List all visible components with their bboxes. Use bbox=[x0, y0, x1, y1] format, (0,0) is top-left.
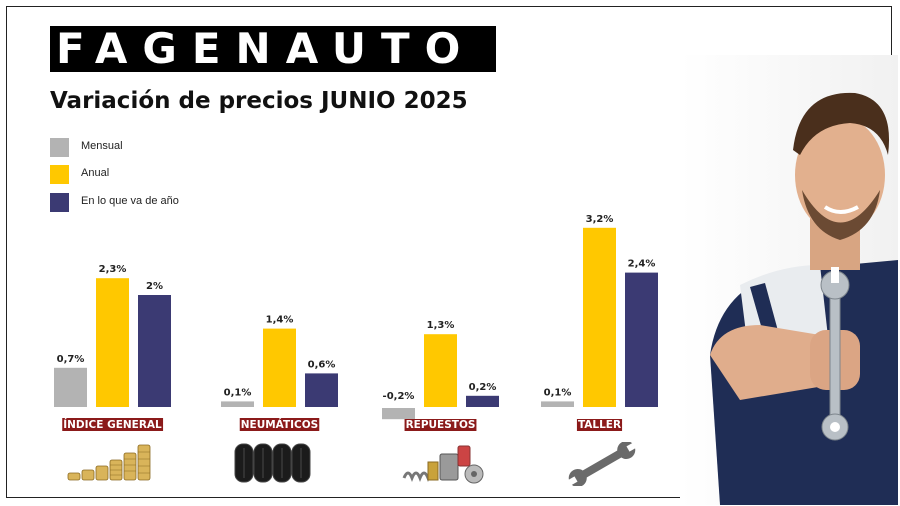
bar-neumaticos-mensual bbox=[221, 401, 254, 407]
value-label-neumaticos-anual: 1,4% bbox=[266, 315, 294, 326]
legend-swatch-mensual bbox=[50, 138, 69, 157]
mechanic-photo bbox=[680, 55, 898, 505]
brand-logo: FAGENAUTO bbox=[50, 26, 496, 72]
bar-repuestos-anual bbox=[424, 334, 457, 407]
bar-taller-mensual bbox=[541, 401, 574, 407]
value-label-repuestos-ytd: 0,2% bbox=[469, 382, 497, 393]
bar-repuestos-mensual bbox=[382, 408, 415, 420]
bar-taller-anual bbox=[583, 227, 616, 407]
value-label-taller-mensual: 0,1% bbox=[544, 387, 572, 398]
bar-indice-general-anual bbox=[96, 278, 129, 407]
legend-label-anual: Anual bbox=[81, 167, 110, 179]
bar-taller-ytd bbox=[625, 272, 658, 407]
category-label-bg-indice-general bbox=[62, 418, 164, 431]
value-label-indice-general-ytd: 2% bbox=[146, 281, 163, 292]
wrench-icon bbox=[565, 442, 639, 486]
value-label-neumaticos-ytd: 0,6% bbox=[308, 359, 336, 370]
coin-stacks-icon bbox=[67, 444, 151, 481]
legend-swatch-anual bbox=[50, 165, 69, 184]
legend-swatch-ytd bbox=[50, 193, 69, 212]
value-label-taller-anual: 3,2% bbox=[586, 214, 614, 225]
legend-label-mensual: Mensual bbox=[81, 140, 123, 152]
value-label-indice-general-anual: 2,3% bbox=[99, 264, 127, 275]
value-label-taller-ytd: 2,4% bbox=[628, 259, 656, 270]
auto-parts-icon bbox=[402, 445, 484, 484]
legend-label-ytd: En lo que va de año bbox=[81, 195, 179, 207]
bar-neumaticos-ytd bbox=[305, 373, 338, 407]
value-label-repuestos-anual: 1,3% bbox=[427, 320, 455, 331]
bar-neumaticos-anual bbox=[263, 328, 296, 407]
value-label-indice-general-mensual: 0,7% bbox=[57, 354, 85, 365]
category-label-neumaticos: NEUMÁTICOS bbox=[241, 418, 319, 431]
bar-indice-general-ytd bbox=[138, 295, 171, 407]
category-label-bg-repuestos bbox=[404, 419, 477, 431]
bar-indice-general-mensual bbox=[54, 367, 87, 407]
category-label-repuestos: REPUESTOS bbox=[406, 419, 476, 431]
chart-title: Variación de precios JUNIO 2025 bbox=[50, 88, 468, 114]
category-label-taller: TALLER bbox=[578, 419, 621, 431]
tires-icon bbox=[234, 443, 311, 483]
category-label-bg-neumaticos bbox=[239, 418, 320, 431]
category-label-bg-taller bbox=[576, 419, 623, 431]
bar-repuestos-ytd bbox=[466, 395, 499, 407]
value-label-repuestos-mensual: -0,2% bbox=[383, 391, 415, 402]
category-label-indice-general: ÍNDICE GENERAL bbox=[63, 418, 162, 431]
value-label-neumaticos-mensual: 0,1% bbox=[224, 387, 252, 398]
